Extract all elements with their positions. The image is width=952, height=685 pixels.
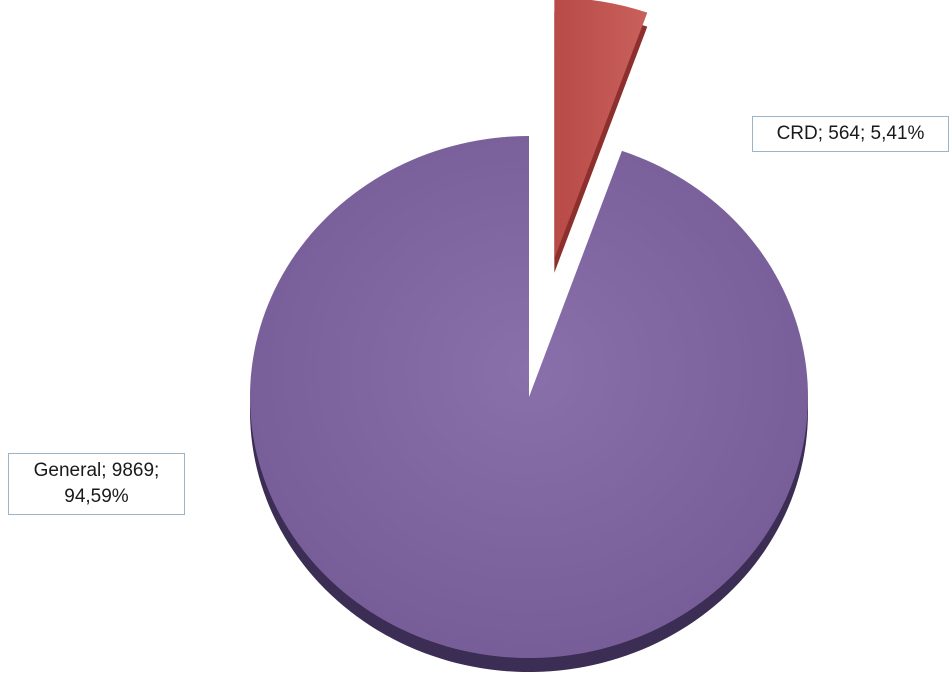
data-label-crd: CRD; 564; 5,41% — [752, 116, 949, 152]
data-label-general: General; 9869; 94,59% — [8, 453, 185, 515]
data-label-general-line2: 94,59% — [64, 486, 129, 507]
pie-slice-general — [250, 136, 809, 672]
pie-slice-general-face — [250, 136, 809, 658]
data-label-general-line1: General; 9869; — [33, 460, 160, 481]
pie-slice-crd-face — [554, 0, 648, 259]
pie-slice-crd — [554, 0, 648, 273]
data-label-crd-line1: CRD; 564; 5,41% — [776, 123, 925, 144]
